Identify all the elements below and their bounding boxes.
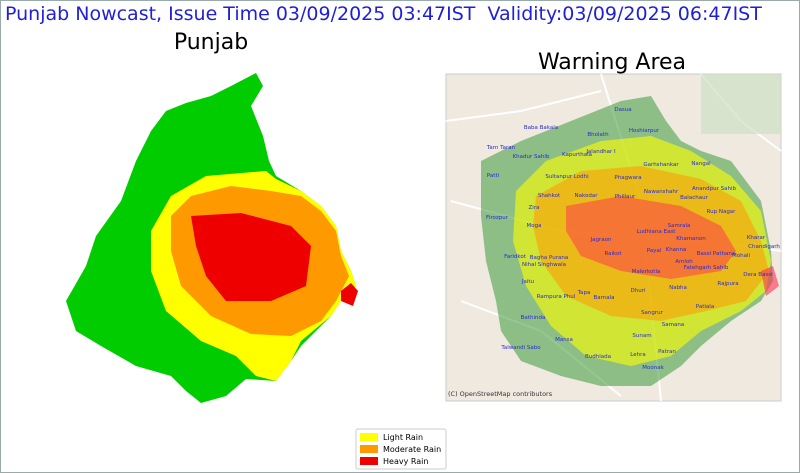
place-label: Lehra: [630, 352, 645, 358]
place-label: Jaitu: [521, 279, 534, 285]
place-label: Nawanshahr: [644, 189, 679, 195]
place-label: Barnala: [593, 295, 614, 301]
place-label: Fatehgarh Sahib: [684, 265, 729, 271]
place-label: Bassi Pathana: [697, 251, 735, 257]
place-label: Patran: [658, 349, 676, 355]
heavy-zone: [191, 213, 311, 301]
place-label: Tarn Taran: [486, 145, 516, 151]
place-label: Patti: [487, 173, 500, 179]
place-label: Jalandhar I: [585, 149, 616, 155]
warning-map: (C) OpenStreetMap contributors Dasua Baba…: [445, 73, 782, 402]
heavy-zone: [761, 266, 779, 296]
place-label: Hoshiarpur: [629, 128, 660, 134]
place-label: Nangal: [691, 161, 711, 167]
place-label: Kharar: [747, 235, 766, 241]
place-label: Bholath: [587, 132, 609, 138]
place-label: Dera Bassi: [743, 272, 773, 278]
place-label: Patiala: [696, 304, 714, 310]
legend-label: Moderate Rain: [383, 445, 441, 454]
place-label: Kapurthala: [562, 152, 592, 158]
place-label: Budhlada: [585, 354, 611, 360]
heavy-zone: [341, 283, 358, 306]
place-label: Ludhiana East: [637, 229, 677, 235]
place-label: Faridkot: [504, 254, 527, 260]
left-map-title: Punjab: [174, 30, 248, 55]
legend-box: [355, 428, 447, 470]
place-label: Samana: [662, 322, 684, 328]
legend-swatch: [360, 445, 378, 453]
place-label: Rajpura: [717, 281, 738, 287]
place-label: Garhshankar: [643, 162, 679, 168]
heavy-zone: [566, 196, 736, 279]
place-label: Talwandi Sabo: [500, 345, 541, 351]
legend: Light Rain Moderate Rain Heavy Rain: [355, 428, 447, 470]
place-label: Dasua: [614, 107, 631, 113]
legend-label: Light Rain: [383, 433, 423, 442]
place-label: Payal: [647, 248, 662, 254]
place-label: Phagwara: [614, 175, 641, 181]
punjab-map: [66, 73, 358, 403]
place-label: Rampura Phul: [537, 294, 576, 300]
place-label: Nakodar: [575, 193, 599, 199]
place-label: Phillaur: [615, 194, 636, 200]
place-label: Baba Bakala: [524, 125, 558, 131]
place-label: Mohali: [732, 253, 750, 259]
place-label: Chandigarh: [748, 244, 780, 250]
place-label: Moonak: [642, 365, 664, 371]
place-label: Nabha: [669, 285, 687, 291]
place-label: Rup Nagar: [707, 209, 737, 215]
place-label: Shahkot: [538, 193, 561, 199]
place-label: Firozpur: [486, 215, 509, 221]
place-label: Jagraon: [590, 237, 612, 243]
attribution: (C) OpenStreetMap contributors: [448, 390, 553, 398]
place-label: Sunam: [632, 333, 651, 339]
place-label: Sultanpur Lodhi: [545, 174, 589, 180]
place-label: Malerkotla: [632, 269, 661, 275]
place-label: Dhuri: [631, 288, 646, 294]
place-label: Anandpur Sahib: [692, 186, 736, 192]
legend-swatch: [360, 433, 378, 441]
forest: [701, 74, 781, 134]
place-label: Bagha Purana: [530, 255, 568, 261]
right-map-title: Warning Area: [538, 50, 686, 75]
place-label: Khamanon: [676, 236, 706, 242]
place-label: Balachaur: [680, 195, 708, 201]
page-title: Punjab Nowcast, Issue Time 03/09/2025 03…: [5, 3, 762, 25]
place-label: Khanna: [666, 247, 687, 253]
place-label: Samrala: [668, 223, 691, 229]
place-label: Raikot: [604, 251, 622, 257]
legend-swatch: [360, 457, 378, 465]
place-label: Bathinda: [521, 315, 546, 321]
place-label: Sangrur: [641, 310, 664, 316]
place-label: Moga: [527, 223, 542, 229]
place-label: Mansa: [555, 337, 573, 343]
place-label: Nihal Singhwala: [522, 262, 566, 268]
place-label: Tapa: [577, 290, 591, 296]
place-label: Zira: [529, 205, 540, 211]
place-label: Amloh: [675, 259, 693, 265]
legend-label: Heavy Rain: [383, 457, 428, 466]
place-label: Khadur Sahib: [513, 154, 550, 160]
